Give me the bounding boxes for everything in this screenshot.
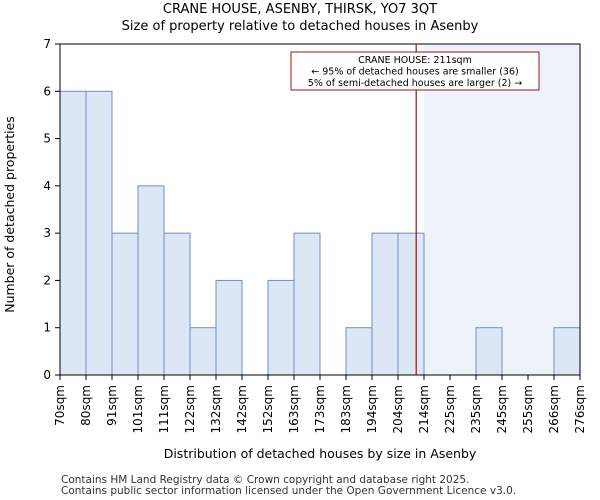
chart-title: CRANE HOUSE, ASENBY, THIRSK, YO7 3QT [162, 2, 438, 17]
histogram-bar [215, 279, 243, 376]
x-tick-label: 142sqm [235, 385, 249, 433]
x-tick-label: 194sqm [365, 385, 379, 433]
histogram-bar [189, 327, 217, 376]
x-tick-label: 80sqm [79, 385, 93, 426]
x-tick-label: 245sqm [495, 385, 509, 433]
x-tick-label: 91sqm [105, 385, 119, 426]
y-tick-label: 1 [43, 321, 51, 335]
x-tick-label: 152sqm [261, 385, 275, 433]
x-tick-label: 132sqm [209, 385, 223, 433]
footer-line-2: Contains public sector information licen… [61, 485, 517, 497]
x-tick-label: 122sqm [183, 385, 197, 433]
histogram-bar [475, 327, 503, 376]
x-axis-title: Distribution of detached houses by size … [164, 446, 477, 461]
histogram-bar [553, 327, 581, 376]
x-tick-label: 214sqm [417, 385, 431, 433]
annotation-line1: CRANE HOUSE: 211sqm [358, 55, 472, 66]
histogram-bar [163, 232, 191, 376]
x-tick-label: 70sqm [53, 385, 67, 426]
y-tick-label: 3 [43, 226, 51, 240]
y-tick-label: 0 [43, 368, 51, 382]
histogram-bar [345, 327, 373, 376]
y-tick-label: 6 [43, 84, 51, 98]
histogram-bar [267, 279, 295, 376]
x-tick-label: 111sqm [157, 385, 171, 433]
y-tick-label: 4 [43, 179, 51, 193]
x-tick-label: 163sqm [287, 385, 301, 433]
y-tick-label: 7 [43, 37, 51, 51]
histogram-bar [59, 90, 87, 376]
footer-line-1: Contains HM Land Registry data © Crown c… [61, 474, 470, 486]
y-axis-title: Number of detached properties [2, 116, 17, 313]
larger-region-highlight [424, 44, 580, 375]
x-tick-label: 276sqm [573, 385, 587, 433]
x-tick-label: 183sqm [339, 385, 353, 433]
histogram-bar [293, 232, 321, 376]
x-tick-label: 173sqm [313, 385, 327, 433]
histogram-bar [137, 185, 165, 376]
x-tick-label: 225sqm [443, 385, 457, 433]
x-tick-label: 101sqm [131, 385, 145, 433]
x-tick-label: 235sqm [469, 385, 483, 433]
histogram-bar [371, 232, 399, 376]
x-tick-label: 266sqm [547, 385, 561, 433]
y-tick-label: 5 [43, 132, 51, 146]
x-tick-label: 204sqm [391, 385, 405, 433]
annotation-line3: 5% of semi-detached houses are larger (2… [308, 78, 522, 89]
annotation-line2: ← 95% of detached houses are smaller (36… [311, 67, 518, 78]
y-tick-label: 2 [43, 273, 51, 287]
chart-subtitle: Size of property relative to detached ho… [121, 19, 479, 34]
histogram-bar [111, 232, 139, 376]
histogram-bar [85, 90, 113, 376]
annotation-box [290, 51, 540, 91]
histogram-bar [397, 232, 425, 376]
x-tick-label: 255sqm [521, 385, 535, 433]
